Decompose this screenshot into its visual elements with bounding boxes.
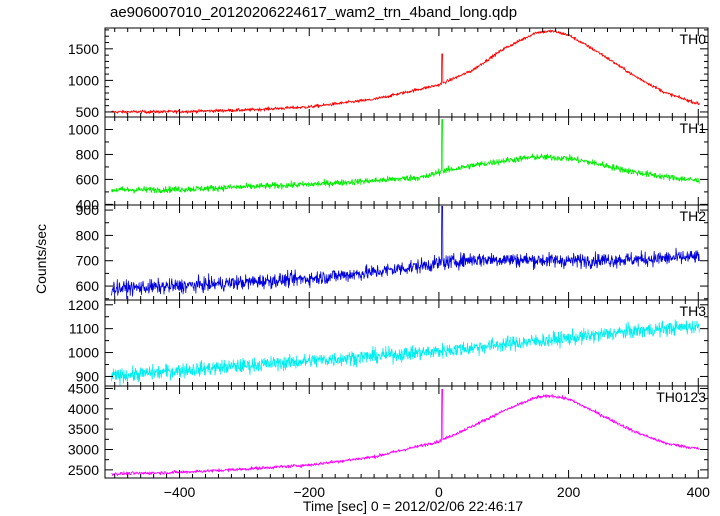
panel-label-th1: TH1: [680, 120, 707, 136]
y-tick-label: 900: [76, 368, 100, 384]
panel-th0: 500 1000 1500 TH0: [68, 27, 709, 120]
x-axis: −400 −200 0 200 400: [164, 484, 710, 500]
series-line-th0: [111, 29, 700, 115]
y-tick-label: 1100: [69, 321, 99, 337]
panel-frame: [104, 116, 709, 206]
x-tick-label: 0: [435, 484, 443, 500]
series-line-th1: [111, 119, 700, 194]
y-tick-label: 400: [76, 196, 100, 212]
panel-th3: 900 1000 1100 1200 TH3: [68, 297, 709, 387]
x-tick-label: 400: [687, 484, 711, 500]
y-tick-label: 1500: [68, 41, 99, 57]
panel-th1: 400 600 800 1000 TH1: [68, 116, 709, 212]
y-tick-label: 2500: [68, 462, 99, 478]
y-tick-label: 800: [76, 227, 100, 243]
x-tick-label: −400: [164, 484, 196, 500]
y-tick-label: 1200: [68, 297, 99, 313]
series-line-th0123: [111, 388, 700, 477]
y-tick-label: 1000: [68, 345, 99, 361]
panel-frame: [104, 27, 709, 118]
y-tick-label: 900: [76, 202, 100, 218]
y-axis-label: Counts/sec: [33, 224, 49, 294]
panel-label-th3: TH3: [680, 303, 707, 319]
y-tick-label: 3500: [68, 421, 99, 437]
panel-frame: [104, 385, 709, 479]
x-axis-label: Time [sec] 0 = 2012/02/06 22:46:17: [303, 498, 523, 514]
y-tick-label: 3000: [68, 442, 99, 458]
x-tick-label: −200: [293, 484, 325, 500]
panel-label-th0: TH0: [680, 31, 707, 47]
panel-label-th2: TH2: [680, 208, 707, 224]
series-line-th2: [111, 205, 700, 300]
x-tick-label: 200: [557, 484, 581, 500]
y-tick-label: 800: [76, 146, 100, 162]
series-line-th3: [111, 319, 700, 386]
panel-th2: 600 700 800 900 TH2: [76, 202, 709, 301]
panel-th0123: 2500 3000 3500 4000 4500 TH0123: [68, 380, 709, 479]
y-tick-label: 1000: [68, 72, 99, 88]
y-tick-label: 4000: [68, 401, 99, 417]
y-tick-label: 600: [76, 171, 100, 187]
panel-label-th0123: TH0123: [656, 389, 706, 405]
chart-title: ae906007010_20120206224617_wam2_trn_4ban…: [110, 4, 517, 21]
y-tick-label: 500: [76, 104, 100, 120]
y-tick-label: 600: [76, 278, 100, 294]
y-tick-label: 700: [76, 253, 100, 269]
y-tick-label: 4500: [68, 380, 99, 396]
y-tick-label: 1000: [68, 121, 99, 137]
